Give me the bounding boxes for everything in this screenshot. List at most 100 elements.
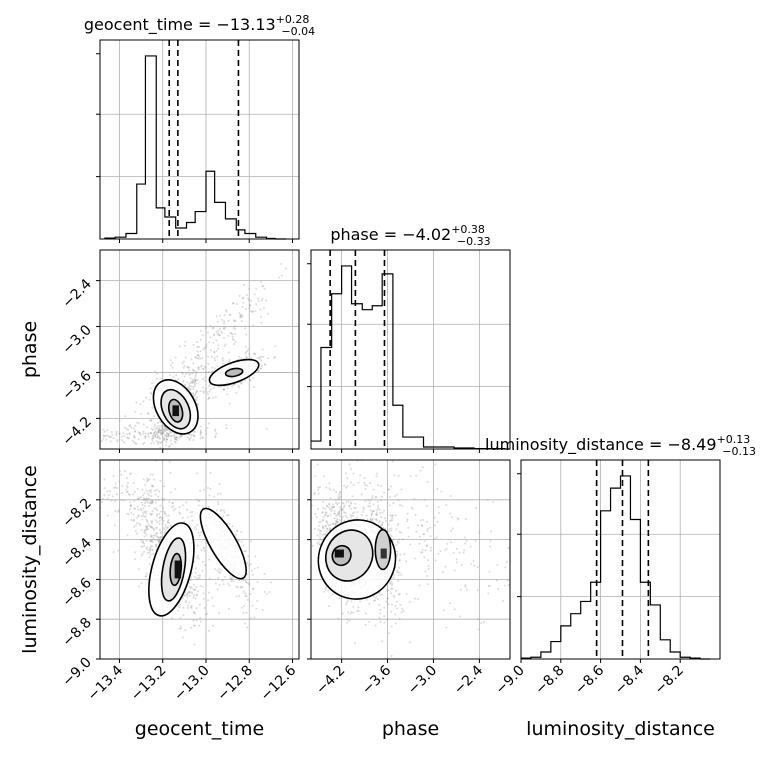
sample-point [317,528,320,531]
sample-point [155,507,158,510]
sample-point [230,580,233,583]
sample-point [234,320,237,323]
sample-point [126,534,129,537]
sample-point [114,486,117,489]
sample-point [161,522,164,525]
sample-point [231,525,234,528]
sample-point [205,345,208,348]
sample-point [103,478,106,481]
sample-point [160,536,163,539]
sample-point [216,333,219,336]
sample-point [228,584,231,587]
sample-point [427,564,430,567]
sample-point [424,548,427,551]
sample-point [341,501,344,504]
sample-point [240,313,243,316]
sample-point [195,607,198,610]
sample-point [208,383,211,386]
sample-point [197,345,200,348]
sample-point [452,551,455,554]
sample-point [159,510,162,513]
sample-point [261,348,264,351]
sample-point [393,596,396,599]
sample-point [159,432,162,435]
sample-point [369,519,372,522]
sample-point [363,481,366,484]
sample-point [490,530,493,533]
sample-point [149,540,152,543]
sample-point [336,512,339,515]
sample-point [186,594,189,597]
sample-point [188,591,191,594]
sample-point [113,486,116,489]
sample-point [223,576,226,579]
sample-point [328,506,331,509]
sample-point [152,435,155,438]
sample-point [274,345,277,348]
sample-point [390,485,393,488]
sample-point [187,368,190,371]
sample-point [126,512,129,515]
sample-point [190,358,193,361]
sample-point [217,611,220,614]
sample-point [196,345,199,348]
sample-point [444,565,447,568]
sample-point [387,602,390,605]
sample-point [150,442,153,445]
sample-point [398,566,401,569]
sample-point [389,582,392,585]
sample-point [193,430,196,433]
sample-point [488,585,491,588]
sample-point [186,593,189,596]
sample-point [165,438,168,441]
sample-point [158,539,161,542]
sample-point [192,392,195,395]
sample-point [313,528,316,531]
sample-point [164,528,167,531]
sample-point [183,344,186,347]
sample-point [386,597,389,600]
sample-point [357,606,360,609]
sample-point [192,611,195,614]
sample-point [201,334,204,337]
sample-point [342,502,345,505]
sample-point [391,519,394,522]
sample-point [398,538,401,541]
sample-point [449,512,452,515]
sample-point [193,381,196,384]
sample-point [338,597,341,600]
sample-point [248,303,251,306]
sample-point [200,364,203,367]
sample-point [152,485,155,488]
sample-point [232,384,235,387]
x-tick-label: −3.6 [359,662,394,697]
sample-point [149,391,152,394]
sample-point [464,518,467,521]
sample-point [223,511,226,514]
sample-point [369,505,372,508]
sample-point [102,428,105,431]
sample-point [167,521,170,524]
title-lower: −0.04 [281,25,315,38]
sample-point [182,595,185,598]
sample-point [143,529,146,532]
sample-point [133,507,136,510]
sample-point [418,584,421,587]
sample-point [227,607,230,610]
sample-point [144,499,147,502]
sample-point [208,341,211,344]
panel-frame [310,249,511,450]
sample-point [246,626,249,629]
sample-point [176,439,179,442]
sample-point [143,510,146,513]
sample-point [332,522,335,525]
sample-point [383,606,386,609]
sample-point [116,440,119,443]
sample-point [229,574,232,577]
sample-point [154,434,157,437]
sample-point [320,538,323,541]
sample-point [169,471,172,474]
sample-point [390,529,393,532]
sample-point [224,326,227,329]
